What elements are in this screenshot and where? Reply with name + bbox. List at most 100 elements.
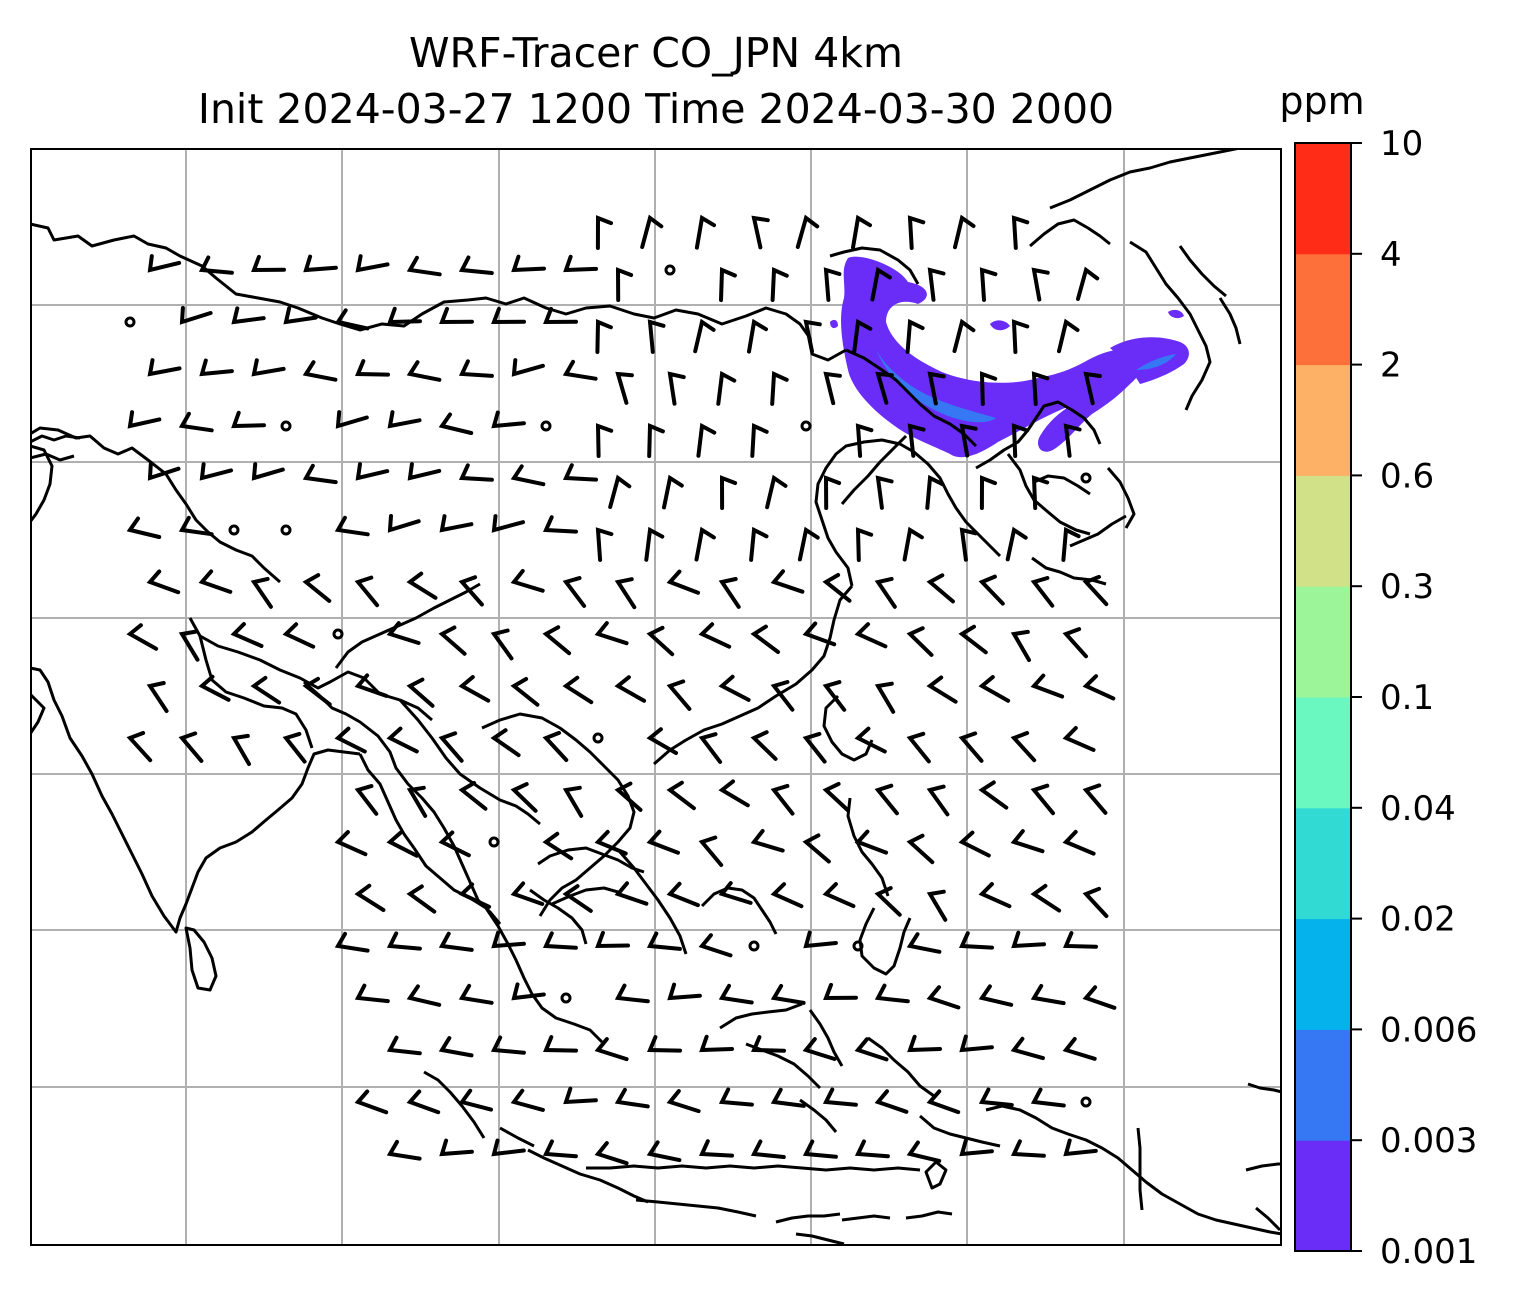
- wind-barb: [542, 625, 572, 656]
- wind-barb: [978, 780, 1009, 810]
- wind-barb: [952, 318, 976, 353]
- wind-barb: [562, 576, 587, 608]
- wind-barb: [1062, 1037, 1097, 1061]
- wind-barb: [354, 784, 379, 816]
- wind-barb: [874, 1089, 909, 1114]
- wind-barb: [718, 577, 741, 609]
- wind-barb: [958, 830, 991, 858]
- wind-barb: [386, 931, 422, 951]
- wind-barb: [667, 371, 686, 406]
- wind-barb: [874, 983, 910, 1004]
- wind-barb: [354, 575, 380, 608]
- wind-barb: [595, 319, 613, 354]
- wind-barb: [646, 625, 675, 657]
- wind-barb: [126, 731, 153, 763]
- colorbar-segment: [1295, 918, 1351, 1030]
- calm-wind-marker: [664, 264, 676, 276]
- wind-barb: [510, 782, 538, 813]
- wind-barb: [595, 930, 630, 949]
- calm-wind-marker: [560, 992, 572, 1004]
- wind-barb: [458, 983, 494, 1005]
- wind-barb: [874, 886, 902, 917]
- wind-barb: [614, 577, 637, 610]
- wind-barb: [595, 423, 614, 458]
- wind-barb: [906, 932, 942, 954]
- wind-barb: [302, 360, 338, 382]
- wind-barb: [1010, 629, 1031, 662]
- wind-barb: [458, 359, 494, 378]
- map-panel: [30, 148, 1282, 1246]
- wind-barb: [614, 983, 650, 1004]
- wind-barb: [490, 1035, 526, 1055]
- wind-barb: [542, 931, 578, 950]
- colorbar-segment: [1295, 1029, 1351, 1141]
- wind-barb: [458, 255, 494, 275]
- colorbar-segment: [1295, 697, 1351, 809]
- wind-barb: [666, 780, 696, 811]
- wind-barb: [406, 677, 435, 708]
- wind-barb: [959, 527, 978, 562]
- wind-barb: [751, 215, 770, 250]
- wind-barb: [822, 573, 852, 603]
- wind-barb: [750, 829, 785, 853]
- wind-barb: [855, 423, 874, 458]
- wind-barb: [1030, 576, 1055, 608]
- wind-barb: [438, 625, 467, 656]
- wind-barb: [926, 784, 950, 817]
- wind-barb: [718, 983, 754, 1005]
- wind-barb: [178, 731, 204, 763]
- wind-barb: [387, 306, 422, 325]
- wind-barb: [1063, 423, 1082, 458]
- colorbar-tick-label: 0.001: [1380, 1232, 1477, 1272]
- wind-barb: [354, 1089, 389, 1115]
- calm-wind-marker: [540, 420, 552, 432]
- wind-barb: [562, 785, 584, 818]
- wind-barb: [795, 214, 820, 249]
- wind-barb: [198, 569, 233, 594]
- wind-barb: [490, 628, 514, 661]
- wind-barb: [302, 573, 332, 603]
- wind-barb: [302, 463, 338, 485]
- wind-barb: [615, 267, 634, 302]
- calm-wind-marker: [748, 940, 760, 952]
- wind-barb: [355, 359, 390, 377]
- wind-barb: [716, 370, 737, 406]
- wind-barb: [303, 254, 338, 273]
- wind-barb: [562, 359, 598, 381]
- wind-barb: [926, 1089, 961, 1115]
- wind-barb: [647, 1035, 682, 1053]
- wind-barb: [562, 675, 594, 705]
- wind-barb: [803, 319, 822, 354]
- wind-barb: [199, 462, 233, 481]
- wind-barb: [803, 930, 838, 949]
- wind-barb: [1083, 371, 1102, 406]
- wind-barb: [250, 675, 282, 705]
- wind-barb: [282, 622, 316, 649]
- wind-barb: [749, 526, 769, 562]
- wind-barb: [958, 731, 984, 763]
- map-title-line2: Init 2024-03-27 1200 Time 2024-03-30 200…: [197, 85, 1115, 133]
- wind-barb: [542, 730, 569, 762]
- wind-barb: [511, 254, 546, 273]
- wind-barb: [491, 930, 526, 949]
- wind-barb: [1030, 883, 1062, 913]
- colorbar: ppm 0.001 0.003 0.006 0.02 0.04 0.1 0.3 0.6 2 4 10: [1280, 79, 1477, 1272]
- calm-wind-marker: [800, 420, 812, 432]
- wind-barb: [854, 1139, 890, 1159]
- wind-barb: [662, 474, 684, 510]
- wind-barb: [698, 732, 723, 764]
- colorbar-tick-label: 10: [1380, 124, 1423, 164]
- wind-barb: [822, 882, 856, 909]
- wind-barb: [594, 829, 628, 856]
- wind-barb: [438, 931, 474, 952]
- wind-barb: [1076, 266, 1100, 301]
- wind-barb: [251, 462, 285, 481]
- wind-barb: [334, 830, 368, 857]
- wind-barb: [978, 984, 1014, 1007]
- wind-barb: [906, 1140, 942, 1163]
- wind-barb: [1082, 886, 1109, 918]
- wind-barb: [354, 883, 386, 912]
- wind-barb: [770, 569, 805, 594]
- wind-barb: [386, 726, 419, 754]
- wind-barb: [543, 306, 578, 325]
